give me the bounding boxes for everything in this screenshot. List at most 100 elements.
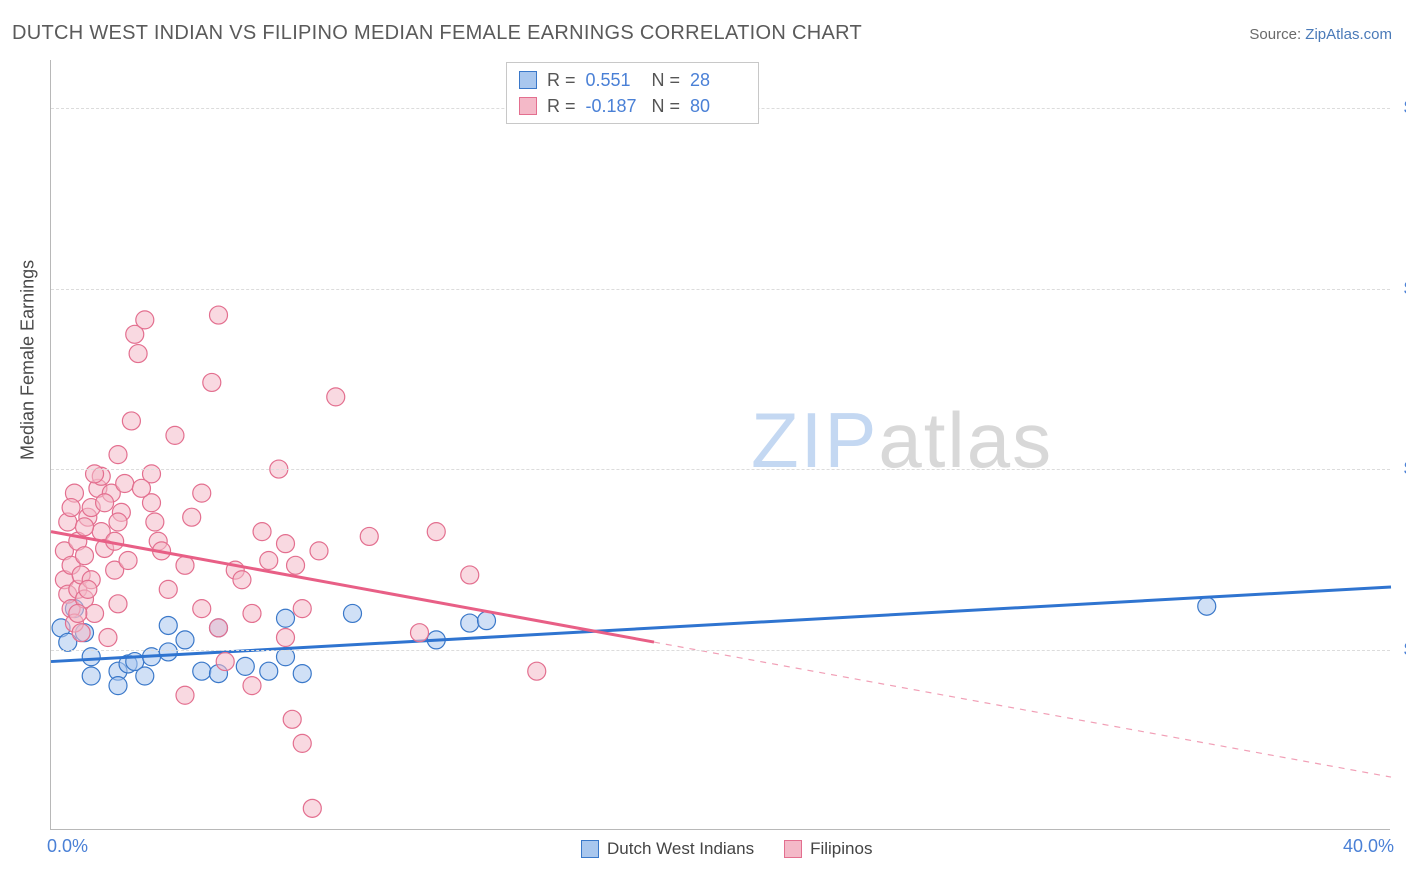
filipino-point	[210, 306, 228, 324]
dutch-point	[260, 662, 278, 680]
dutch-r-value: 0.551	[586, 67, 642, 93]
dutch-point	[136, 667, 154, 685]
dutch-point	[277, 609, 295, 627]
y-tick-label: $75,000	[1392, 459, 1406, 480]
filipino-legend-swatch	[784, 840, 802, 858]
n-label: N =	[652, 67, 681, 93]
filipino-point	[243, 604, 261, 622]
dutch-point	[159, 643, 177, 661]
dutch-point	[176, 631, 194, 649]
filipino-point	[183, 508, 201, 526]
stats-legend-box: R = 0.551 N = 28 R = -0.187 N = 80	[506, 62, 759, 124]
dutch-point	[109, 677, 127, 695]
filipino-point	[79, 580, 97, 598]
filipino-point	[253, 523, 271, 541]
n-label: N =	[652, 93, 681, 119]
filipino-point	[129, 345, 147, 363]
dutch-point	[1198, 597, 1216, 615]
x-tick-label: 40.0%	[1343, 836, 1394, 857]
r-label: R =	[547, 93, 576, 119]
dutch-swatch	[519, 71, 537, 89]
filipino-point	[287, 556, 305, 574]
legend: Dutch West Indians Filipinos	[581, 839, 872, 859]
filipino-point	[243, 677, 261, 695]
dutch-point	[159, 616, 177, 634]
dutch-point	[478, 612, 496, 630]
filipino-point	[99, 629, 117, 647]
filipino-point	[166, 426, 184, 444]
filipino-point	[76, 518, 94, 536]
filipino-point	[193, 600, 211, 618]
filipino-point	[360, 527, 378, 545]
dutch-point	[461, 614, 479, 632]
filipino-point	[86, 604, 104, 622]
filipino-point	[96, 494, 114, 512]
filipino-swatch	[519, 97, 537, 115]
filipino-point	[293, 600, 311, 618]
chart-title: DUTCH WEST INDIAN VS FILIPINO MEDIAN FEM…	[12, 22, 862, 45]
filipino-point	[310, 542, 328, 560]
source-attribution: Source: ZipAtlas.com	[1249, 26, 1392, 43]
source-prefix: Source:	[1249, 26, 1305, 43]
dutch-legend-label: Dutch West Indians	[607, 839, 754, 859]
source-link[interactable]: ZipAtlas.com	[1305, 26, 1392, 43]
gridline	[51, 289, 1390, 290]
y-tick-label: $150,000	[1392, 98, 1406, 119]
filipino-point	[109, 446, 127, 464]
legend-item-filipino: Filipinos	[784, 839, 872, 859]
filipino-point	[116, 475, 134, 493]
stats-row-dutch: R = 0.551 N = 28	[519, 67, 746, 93]
filipino-point	[176, 686, 194, 704]
filipino-point	[69, 604, 87, 622]
dutch-point	[293, 665, 311, 683]
filipino-point	[122, 412, 140, 430]
filipino-n-value: 80	[690, 93, 746, 119]
filipino-point	[528, 662, 546, 680]
filipino-point	[293, 734, 311, 752]
filipino-point	[260, 552, 278, 570]
filipino-point	[327, 388, 345, 406]
filipino-point	[176, 556, 194, 574]
filipino-point	[86, 465, 104, 483]
filipino-point	[411, 624, 429, 642]
legend-item-dutch: Dutch West Indians	[581, 839, 754, 859]
filipino-point	[136, 311, 154, 329]
gridline	[51, 469, 1390, 470]
filipino-point	[146, 513, 164, 531]
filipino-legend-label: Filipinos	[810, 839, 872, 859]
filipino-point	[119, 552, 137, 570]
filipino-point	[210, 619, 228, 637]
r-label: R =	[547, 67, 576, 93]
stats-row-filipino: R = -0.187 N = 80	[519, 93, 746, 119]
filipino-point	[277, 629, 295, 647]
y-tick-label: $112,500	[1392, 278, 1406, 299]
filipino-point	[109, 595, 127, 613]
filipino-r-value: -0.187	[586, 93, 642, 119]
y-tick-label: $37,500	[1392, 639, 1406, 660]
chart-plot-area: $37,500$75,000$112,500$150,0000.0%40.0%Z…	[50, 60, 1390, 830]
x-tick-label: 0.0%	[47, 836, 88, 857]
filipino-point	[109, 513, 127, 531]
filipino-point	[277, 535, 295, 553]
dutch-point	[193, 662, 211, 680]
dutch-n-value: 28	[690, 67, 746, 93]
filipino-point	[62, 499, 80, 517]
filipino-point	[303, 799, 321, 817]
filipino-trendline	[51, 532, 654, 642]
filipino-point	[233, 571, 251, 589]
filipino-point	[283, 710, 301, 728]
dutch-point	[82, 667, 100, 685]
dutch-point	[344, 604, 362, 622]
dutch-legend-swatch	[581, 840, 599, 858]
filipino-point	[159, 580, 177, 598]
y-axis-title: Median Female Earnings	[18, 260, 39, 460]
filipino-point	[193, 484, 211, 502]
filipino-point	[203, 373, 221, 391]
chart-svg	[51, 60, 1390, 829]
filipino-point	[72, 624, 90, 642]
filipino-point	[216, 653, 234, 671]
filipino-point	[132, 479, 150, 497]
filipino-trendline-extrapolated	[654, 642, 1391, 777]
filipino-point	[461, 566, 479, 584]
gridline	[51, 650, 1390, 651]
